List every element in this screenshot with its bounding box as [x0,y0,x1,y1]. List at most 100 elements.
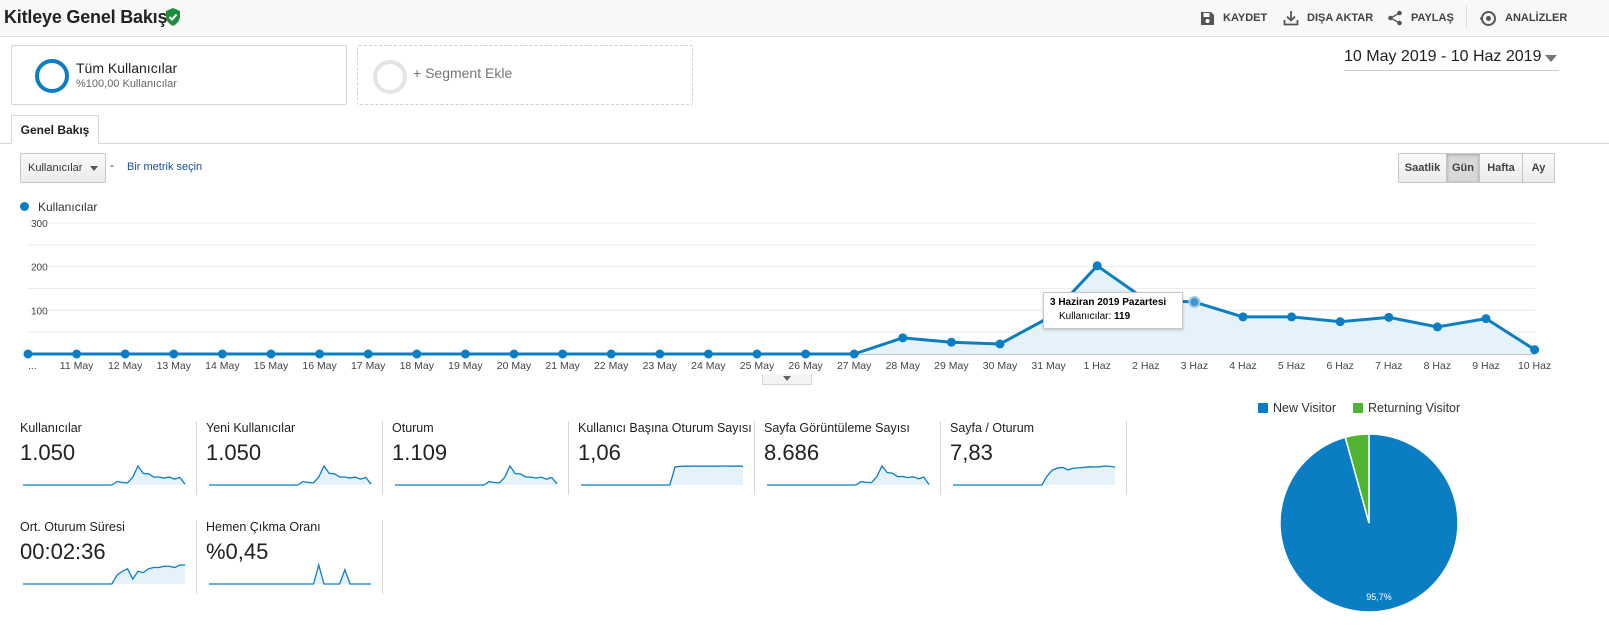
tooltip-date: 3 Haziran 2019 Pazartesi [1050,297,1167,308]
data-point[interactable] [1335,317,1345,327]
legend-series-label: Kullanıcılar [38,200,98,214]
pie-legend-new-label: New Visitor [1273,401,1336,415]
visitor-type-pie-chart: 95,7% [1279,433,1459,613]
data-point[interactable] [995,339,1005,349]
export-button[interactable]: DIŞA AKTAR [1283,8,1373,28]
add-segment-button[interactable]: + Segment Ekle [357,45,693,105]
date-range-text: 10 May 2019 - 10 Haz 2019 [1344,48,1542,65]
save-button[interactable]: KAYDET [1200,8,1267,28]
data-point[interactable] [703,349,713,359]
select-metric-link[interactable]: Bir metrik seçin [127,161,203,173]
kpi-name: Hemen Çıkma Oranı [206,520,321,534]
data-point[interactable] [72,349,82,359]
data-point[interactable] [412,349,422,359]
dropdown-caret-icon [90,166,98,171]
save-icon [1201,11,1214,25]
kpi-users[interactable]: Kullanıcılar 1.050 [20,421,198,499]
sparkline-line [209,562,371,585]
kpi-sparkline [209,562,371,585]
kpi-sessions-per-user[interactable]: Kullanıcı Başına Oturum Sayısı 1,06 [578,421,756,499]
data-point[interactable] [23,349,33,359]
data-point[interactable] [169,349,179,359]
data-point[interactable] [1092,261,1102,271]
data-point[interactable] [1432,322,1442,332]
x-tick-label: 26 May [788,360,823,372]
kpi-value: 1.050 [20,440,76,465]
x-tick-label: 5 Haz [1278,360,1305,372]
x-tick-label: 16 May [302,360,337,372]
y-tick-label: 200 [31,263,48,274]
data-point[interactable] [315,349,325,359]
kpi-value: %0,45 [206,539,269,564]
sparkline-line [767,464,930,486]
data-point[interactable] [558,349,568,359]
data-point[interactable] [1287,312,1297,322]
tab-divider [0,143,1609,144]
kpi-bounce-rate[interactable]: Hemen Çıkma Oranı %0,45 [206,520,384,598]
y-tick-label: 100 [31,306,48,317]
x-tick-label: 30 May [983,360,1018,372]
data-point[interactable] [946,337,956,347]
top-bar [0,0,1609,37]
legend-dot-icon [20,202,29,211]
chevron-down-icon [783,376,791,381]
metric-dropdown[interactable]: Kullanıcılar [20,153,106,183]
kpi-divider [940,421,941,495]
data-point[interactable] [1530,345,1540,355]
granularity-month-button[interactable]: Ay [1522,154,1554,182]
kpi-name: Oturum [392,421,434,435]
kpi-pageviews[interactable]: Sayfa Görüntüleme Sayısı 8.686 [764,421,942,499]
returning-visitor-swatch [1353,403,1363,413]
chart-collapse-toggle[interactable] [762,374,812,385]
segment-all-users-card[interactable]: Tüm Kullanıcılar %100,00 Kullanıcılar [11,45,347,105]
toolbar-divider [1466,6,1467,28]
date-range-picker[interactable]: 10 May 2019 - 10 Haz 2019 [1344,48,1559,71]
x-tick-label: 18 May [400,360,435,372]
granularity-week-button[interactable]: Hafta [1479,154,1522,182]
kpi-avg-session-duration[interactable]: Ort. Oturum Süresi 00:02:36 [20,520,198,598]
pie-legend-new: New Visitor [1258,401,1336,415]
data-point[interactable] [460,349,470,359]
kpi-divider [754,421,755,495]
x-tick-label: 2 Haz [1132,360,1159,372]
data-point[interactable] [606,349,616,359]
x-tick-label: 19 May [448,360,483,372]
share-icon [1388,10,1402,26]
kpi-pages-per-session[interactable]: Sayfa / Oturum 7,83 [950,421,1128,499]
data-point[interactable] [752,349,762,359]
data-point[interactable] [1481,314,1491,324]
data-point[interactable] [1188,296,1201,309]
sparkline-line [395,464,558,486]
kpi-value: 1.109 [392,440,448,465]
kpi-sessions[interactable]: Oturum 1.109 [392,421,570,499]
data-point[interactable] [1384,312,1394,322]
pie-slice-label: 95,7% [1366,592,1392,602]
data-point[interactable] [120,349,130,359]
pie-slice-returning-visitor[interactable] [1344,433,1370,524]
data-point[interactable] [363,349,373,359]
kpi-value: 1.050 [206,440,262,465]
insights-button[interactable]: ANALİZLER [1480,8,1567,28]
sparkline-line [581,465,744,486]
x-tick-label: 25 May [740,360,775,372]
page-title: Kitleye Genel Bakış [4,7,168,27]
kpi-value: 8.686 [764,440,820,465]
data-point[interactable] [849,349,859,359]
data-point[interactable] [1238,312,1248,322]
data-point[interactable] [217,349,227,359]
data-point[interactable] [801,349,811,359]
share-button[interactable]: PAYLAŞ [1387,8,1454,28]
x-tick-label: 21 May [545,360,580,372]
granularity-hourly-button[interactable]: Saatlik [1399,154,1446,182]
kpi-new-users[interactable]: Yeni Kullanıcılar 1.050 [206,421,384,499]
sparkline-line [953,465,1116,486]
data-point[interactable] [509,349,519,359]
data-point[interactable] [655,349,665,359]
sparkline-area [209,466,371,485]
x-tick-label: 11 May [60,360,94,372]
data-point[interactable] [898,333,908,343]
tab-overview[interactable]: Genel Bakış [11,115,99,144]
data-point[interactable] [266,349,276,359]
granularity-day-button[interactable]: Gün [1446,154,1479,182]
insights-icon [1480,10,1496,26]
